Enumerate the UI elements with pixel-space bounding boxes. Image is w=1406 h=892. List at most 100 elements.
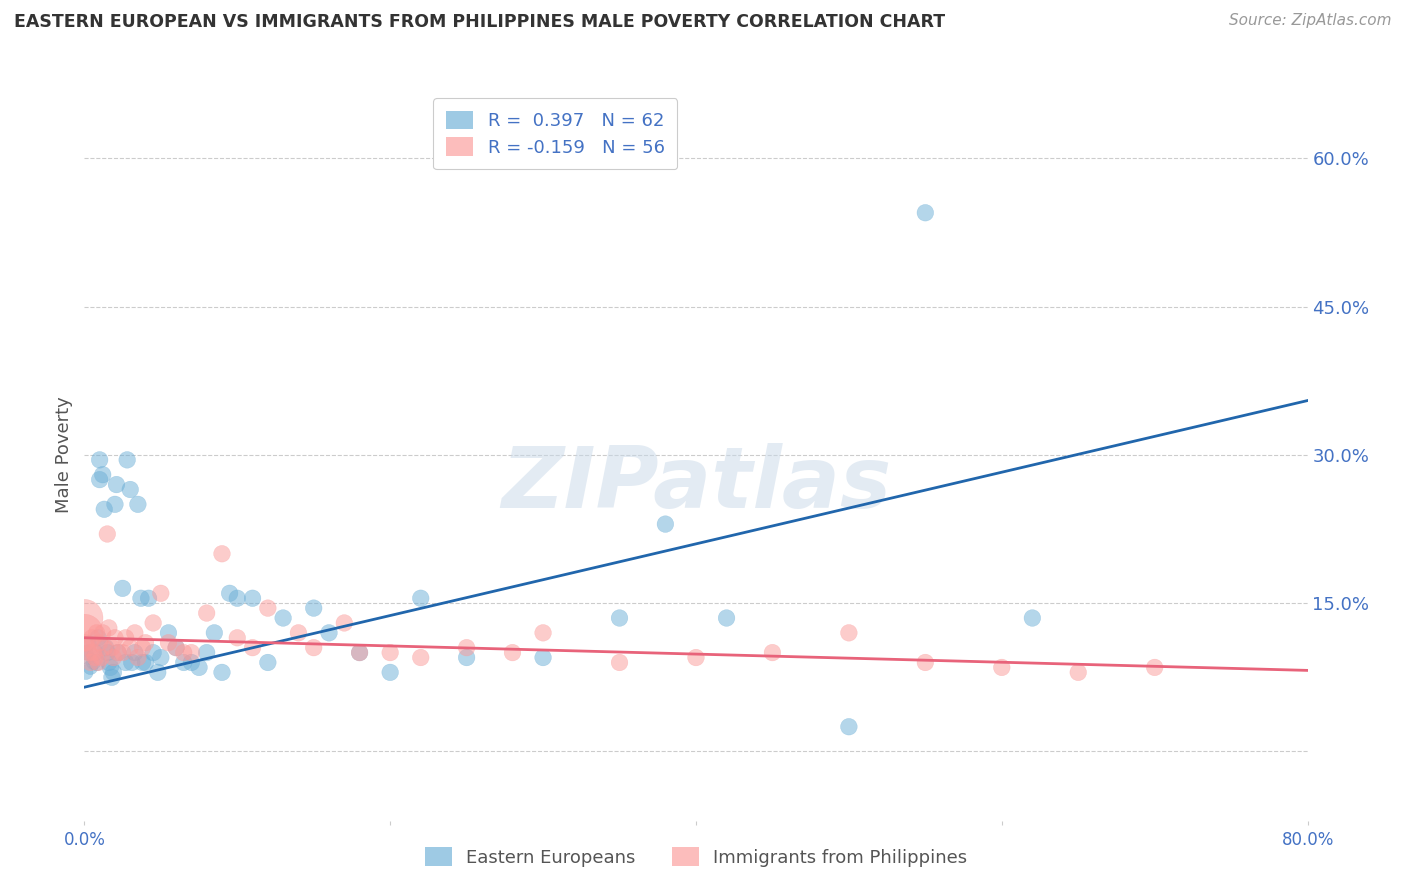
Point: [838, 720, 860, 734]
Point: [86, 625, 108, 640]
Point: [87, 656, 110, 670]
Point: [73, 611, 96, 625]
Point: [89, 636, 111, 650]
Point: [124, 625, 146, 640]
Point: [124, 646, 146, 660]
Point: [135, 636, 157, 650]
Point: [226, 591, 249, 606]
Point: [87, 631, 110, 645]
Point: [654, 517, 676, 532]
Point: [409, 591, 432, 606]
Point: [173, 656, 195, 670]
Point: [121, 656, 143, 670]
Point: [716, 611, 738, 625]
Point: [318, 625, 340, 640]
Point: [142, 646, 165, 660]
Point: [456, 640, 478, 655]
Point: [91, 467, 114, 482]
Point: [165, 640, 187, 655]
Point: [101, 670, 124, 684]
Point: [75, 665, 97, 680]
Point: [127, 497, 149, 511]
Point: [157, 636, 180, 650]
Point: [838, 625, 860, 640]
Point: [114, 656, 136, 670]
Point: [107, 646, 129, 660]
Point: [195, 646, 218, 660]
Point: [257, 601, 280, 615]
Point: [97, 621, 120, 635]
Point: [83, 656, 105, 670]
Point: [226, 631, 249, 645]
Point: [103, 665, 125, 680]
Point: [380, 665, 402, 680]
Point: [302, 640, 325, 655]
Point: [1067, 665, 1090, 680]
Point: [115, 453, 138, 467]
Text: Source: ZipAtlas.com: Source: ZipAtlas.com: [1229, 13, 1392, 29]
Point: [131, 656, 153, 670]
Point: [129, 591, 152, 606]
Point: [127, 650, 149, 665]
Point: [90, 650, 112, 665]
Point: [131, 640, 153, 655]
Point: [380, 646, 402, 660]
Point: [138, 591, 160, 606]
Point: [98, 660, 121, 674]
Point: [257, 656, 280, 670]
Point: [609, 656, 631, 670]
Point: [86, 656, 108, 670]
Point: [76, 640, 98, 655]
Point: [211, 665, 233, 680]
Point: [111, 582, 134, 596]
Point: [302, 601, 325, 615]
Point: [271, 611, 294, 625]
Point: [685, 650, 707, 665]
Point: [73, 625, 96, 640]
Point: [93, 502, 115, 516]
Point: [1021, 611, 1043, 625]
Point: [84, 646, 107, 660]
Point: [75, 636, 97, 650]
Point: [76, 650, 98, 665]
Point: [531, 625, 554, 640]
Point: [149, 586, 172, 600]
Point: [75, 646, 97, 660]
Point: [456, 650, 478, 665]
Point: [1143, 660, 1166, 674]
Point: [83, 646, 105, 660]
Point: [96, 646, 118, 660]
Point: [91, 625, 114, 640]
Point: [218, 586, 240, 600]
Point: [120, 640, 142, 655]
Text: 0.0%: 0.0%: [63, 830, 105, 848]
Point: [914, 656, 936, 670]
Point: [77, 646, 100, 660]
Text: 80.0%: 80.0%: [1281, 830, 1334, 848]
Point: [89, 473, 111, 487]
Point: [96, 527, 118, 541]
Point: [157, 625, 180, 640]
Point: [149, 650, 172, 665]
Point: [173, 646, 195, 660]
Point: [531, 650, 554, 665]
Point: [761, 646, 783, 660]
Point: [104, 497, 127, 511]
Point: [94, 640, 117, 655]
Point: [195, 606, 218, 620]
Point: [142, 615, 165, 630]
Point: [409, 650, 432, 665]
Point: [146, 665, 169, 680]
Point: [104, 631, 127, 645]
Point: [202, 625, 225, 640]
Point: [502, 646, 524, 660]
Point: [107, 646, 129, 660]
Point: [914, 206, 936, 220]
Point: [180, 646, 202, 660]
Point: [333, 615, 356, 630]
Point: [89, 453, 111, 467]
Point: [101, 640, 124, 655]
Point: [105, 477, 128, 491]
Point: [79, 660, 101, 674]
Point: [188, 660, 211, 674]
